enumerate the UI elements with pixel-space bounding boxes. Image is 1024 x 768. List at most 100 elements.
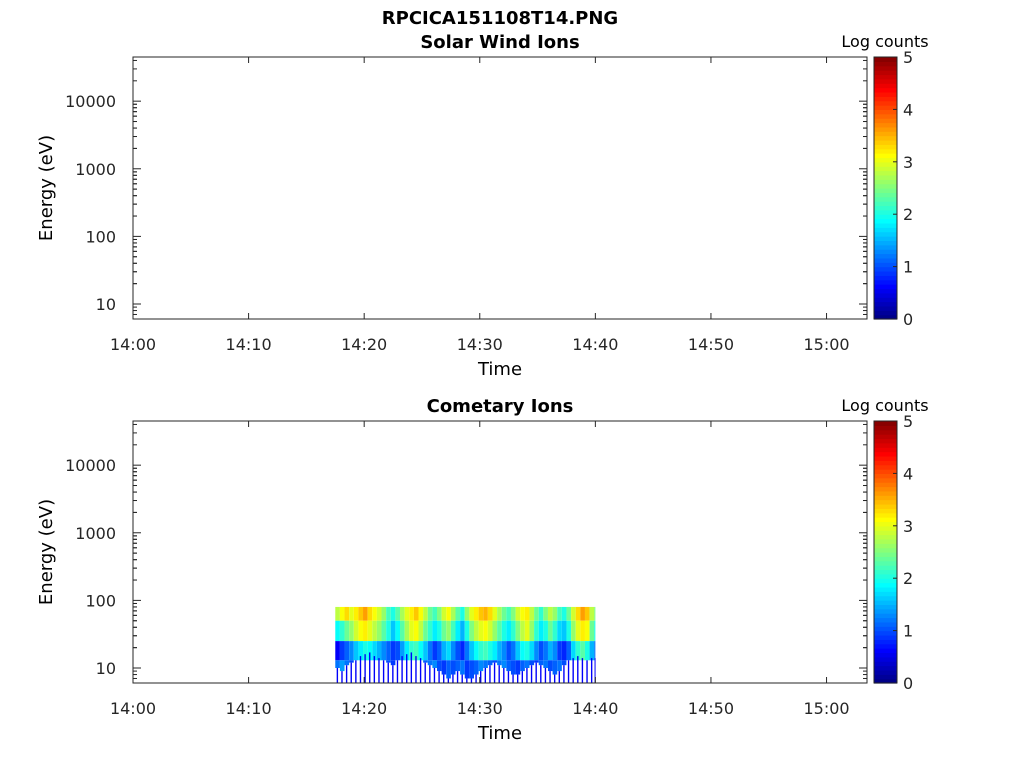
colorbar-segment — [874, 284, 897, 290]
data-cell — [483, 660, 488, 669]
colorbar-segment — [874, 490, 897, 496]
colorbar-segment — [874, 438, 897, 444]
colorbar-segment — [874, 543, 897, 549]
colorbar-segment — [874, 218, 897, 224]
x-tick-label: 14:30 — [457, 699, 503, 718]
data-cell — [404, 641, 410, 661]
data-cell — [427, 660, 433, 666]
colorbar-segment — [874, 495, 897, 501]
data-cell — [390, 606, 396, 621]
colorbar-segment — [874, 188, 897, 193]
data-cell — [510, 620, 516, 642]
data-cell — [423, 620, 428, 642]
data-cell — [478, 660, 484, 672]
x-tick-label: 14:10 — [226, 335, 272, 354]
y-tick-label: 10 — [96, 295, 116, 314]
data-cell — [373, 656, 376, 683]
data-cell — [447, 678, 450, 683]
colorbar-segment — [874, 166, 897, 172]
colorbar-segment — [874, 222, 897, 228]
y-tick-label: 10000 — [65, 92, 116, 111]
data-cell — [450, 660, 456, 675]
data-cell — [520, 660, 525, 672]
data-cell — [390, 660, 396, 666]
data-cell — [390, 641, 396, 661]
colorbar-segment — [874, 595, 897, 601]
colorbar-label: Log counts — [841, 32, 928, 51]
x-tick-label: 15:00 — [803, 335, 849, 354]
data-cell — [432, 660, 438, 669]
data-cell — [367, 620, 373, 642]
data-cell — [580, 641, 585, 661]
colorbar-segment — [874, 521, 897, 527]
data-cell — [423, 606, 428, 621]
data-cell — [557, 620, 562, 642]
data-cell — [363, 641, 368, 661]
data-cell — [594, 658, 596, 683]
colorbar-segment — [874, 530, 897, 536]
colorbar-tick-label: 1 — [903, 258, 913, 277]
y-tick-label: 10 — [96, 659, 116, 678]
cometary-ions-panel: Cometary Ions Energy (eV) Time Log count… — [36, 396, 929, 744]
data-cell — [594, 620, 596, 642]
data-cell — [552, 641, 558, 661]
colorbar-tick-label: 4 — [903, 100, 913, 119]
data-cell — [501, 641, 507, 661]
data-cell — [437, 606, 442, 621]
data-cell — [395, 641, 401, 661]
data-cell — [372, 620, 377, 642]
data-cell — [339, 660, 345, 672]
colorbar-segment — [874, 634, 897, 640]
data-cell — [339, 620, 345, 642]
data-cell — [571, 606, 576, 621]
colorbar-segment — [874, 547, 897, 553]
colorbar-segment — [874, 192, 897, 198]
data-cell — [510, 660, 516, 675]
data-cell — [413, 606, 419, 621]
data-cell — [589, 606, 595, 621]
data-cell — [400, 620, 405, 642]
data-cell — [349, 620, 354, 642]
y-tick-label: 10000 — [65, 456, 116, 475]
data-cell — [413, 641, 419, 661]
data-cell — [492, 641, 498, 661]
data-cell — [335, 660, 340, 669]
data-cell — [345, 665, 348, 683]
data-cell — [353, 620, 359, 642]
data-cell — [580, 606, 585, 621]
data-cell — [466, 678, 468, 683]
data-cell — [446, 660, 451, 679]
data-cell — [503, 668, 505, 683]
colorbar-segment — [874, 678, 897, 684]
colorbar-segment — [874, 669, 897, 675]
colorbar-segment — [874, 240, 897, 246]
colorbar-segment — [874, 656, 897, 662]
colorbar-tick-label: 5 — [903, 412, 913, 431]
data-cell — [419, 658, 422, 683]
colorbar-segment — [874, 665, 897, 671]
data-cell — [549, 671, 551, 683]
data-cell — [367, 641, 373, 661]
x-tick-label: 14:00 — [110, 699, 156, 718]
data-cell — [506, 660, 511, 672]
data-cell — [594, 606, 596, 621]
colorbar-segment — [874, 455, 897, 461]
data-cell — [395, 620, 401, 642]
colorbar-segment — [874, 135, 897, 141]
colorbar-segment — [874, 113, 897, 119]
data-cell — [506, 620, 511, 642]
colorbar-segment — [874, 249, 897, 255]
colorbar-segment — [874, 244, 897, 250]
data-cell — [427, 620, 433, 642]
x-tick-label: 14:20 — [341, 335, 387, 354]
data-cell — [395, 606, 401, 621]
data-cell — [530, 665, 533, 683]
data-cell — [460, 620, 465, 642]
y-tick-label: 100 — [85, 227, 116, 246]
data-cell — [552, 660, 558, 675]
colorbar-segment — [874, 486, 897, 492]
colorbar-segment — [874, 61, 897, 67]
data-cell — [543, 606, 548, 621]
data-cell — [344, 660, 350, 666]
